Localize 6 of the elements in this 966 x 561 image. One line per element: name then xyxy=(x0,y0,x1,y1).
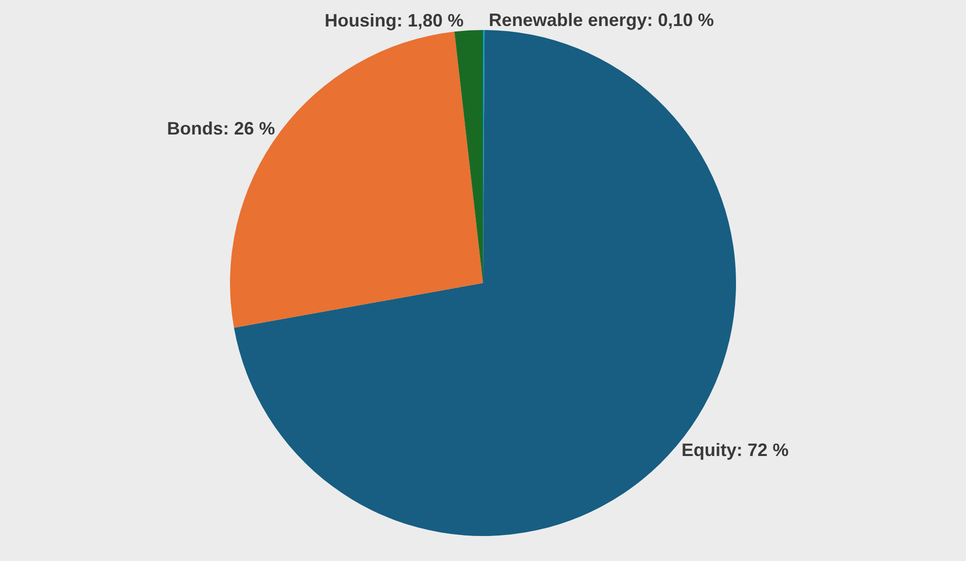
slice-label: Housing: 1,80 % xyxy=(324,10,464,30)
slice-label: Renewable energy: 0,10 % xyxy=(488,10,714,30)
slice-label: Bonds: 26 % xyxy=(167,118,276,138)
slice-label: Equity: 72 % xyxy=(682,440,789,460)
pie-slice xyxy=(230,32,483,328)
pie-slice xyxy=(454,30,483,283)
